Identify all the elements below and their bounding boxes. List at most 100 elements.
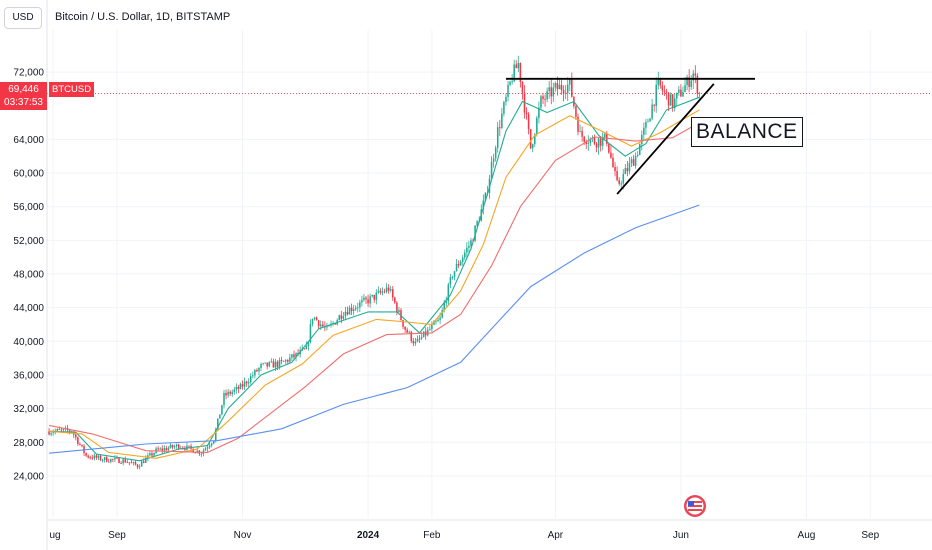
current-price-tag: 69,446 03:37:53 [0,82,47,110]
candle-body [235,386,238,390]
candle-body [694,73,697,76]
candle-body [387,287,390,291]
moving-average-line [48,122,700,453]
candle-body [101,460,104,461]
candle-body [136,464,139,468]
candle-body [441,310,443,318]
candle-body [410,331,413,342]
candle-body [381,291,384,293]
candle-body [622,174,625,184]
candle-body [295,352,297,358]
candle-body [435,321,437,323]
candle-body [313,317,316,319]
candle-body [651,104,653,119]
candle-body [359,302,361,308]
candle-body [692,73,695,81]
candle-body [540,96,542,108]
candle-body [422,331,425,338]
candle-body [114,457,116,460]
candle-body [243,381,246,387]
candle-body [490,161,493,179]
candle-body [142,461,145,463]
x-tick-label: ug [49,530,60,541]
candle-body [515,64,518,69]
moving-average-line [49,204,700,454]
candle-body [620,183,623,185]
candle-body [673,98,676,109]
symbol-tag: BTCUSD [49,82,95,97]
candle-body [641,134,643,145]
x-tick-label: Jun [673,530,689,541]
candle-body [667,92,670,106]
candle-body [449,277,452,285]
candle-body [62,428,65,430]
candle-body [455,263,458,272]
candle-body [579,131,581,132]
candle-body [87,455,89,458]
candle-body [126,462,129,464]
candle-body [560,84,563,91]
candle-body [614,166,616,172]
candle-body [484,192,487,201]
candle-body [628,162,631,172]
candle-body [132,461,135,463]
candle-body [161,448,164,451]
candle-body [165,448,168,451]
candle-body [268,362,271,367]
candle-body [169,444,172,448]
candle-body [326,326,328,328]
candle-body [145,458,147,463]
candle-body [412,341,415,344]
candle-body [361,300,363,303]
axes: 24,000 28,000 32,000 36,000 40,000 44,000 48,0… [13,0,932,550]
candle-body [352,309,355,312]
candle-body [564,93,567,94]
candle-body [466,247,468,253]
candle-body [369,296,371,304]
candle-body [252,375,254,377]
candle-body [245,381,248,384]
candle-body [256,369,258,372]
candle-body [130,462,133,464]
candle-body [696,75,699,94]
candle-body [636,154,639,157]
candle-body [173,446,176,448]
candle-body [494,147,497,159]
candle-body [118,457,120,464]
candle-body [686,76,688,86]
balance-annotation: BALANCE [691,117,803,147]
candle-body [105,457,108,462]
candle-body [517,63,520,69]
candle-body [433,321,435,325]
y-tick-label: 40,000 [13,337,44,348]
candle-body [221,405,223,415]
y-tick-label: 32,000 [13,404,44,415]
candle-body [568,78,571,85]
candle-body [394,297,396,303]
moving-average-line [49,96,700,462]
flag-logo-icon[interactable] [683,494,707,518]
candle-body [293,354,295,358]
moving-average-line [49,109,700,459]
candle-body [680,89,682,97]
candle-body [356,307,359,309]
candle-body [260,364,262,368]
candle-body [616,171,618,181]
candle-body [669,94,672,106]
candle-body [499,127,501,129]
candle-body [276,361,279,367]
candle-body [371,294,373,297]
candle-body [128,462,131,464]
candle-body [468,245,470,248]
candle-body [188,445,190,447]
candle-body [75,434,77,438]
candle-body [595,143,598,148]
candle-body [120,463,122,464]
candle-body [684,85,686,93]
currency-button[interactable]: USD [4,7,42,29]
candle-body [319,324,322,327]
candle-body [682,92,684,97]
candle-body [657,78,660,85]
candle-body [599,138,602,146]
